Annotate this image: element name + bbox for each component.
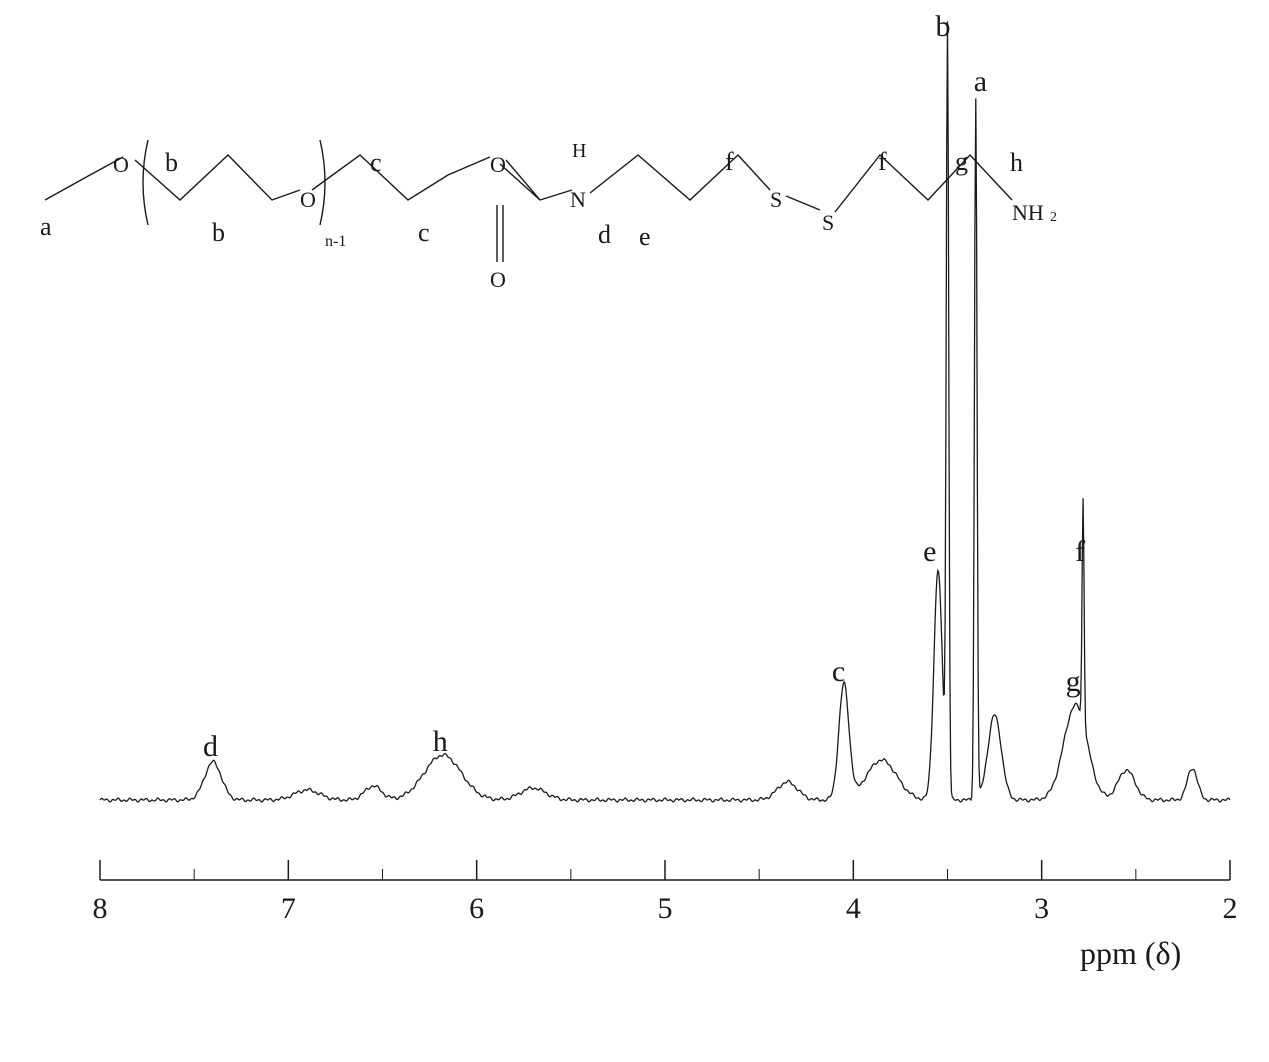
assign-b: b [165, 148, 178, 178]
peak-label-e: e [923, 535, 936, 569]
peak-label-d: d [203, 730, 218, 764]
atom-O: O [490, 267, 506, 293]
axis-tick-5: 5 [658, 892, 673, 926]
atom-O: O [300, 187, 316, 213]
peak-label-c: c [832, 655, 845, 689]
assign-f: f [725, 147, 734, 177]
atom-O: O [113, 152, 129, 178]
peak-label-g: g [1066, 665, 1081, 699]
axis-tick-6: 6 [469, 892, 484, 926]
axis-tick-7: 7 [281, 892, 296, 926]
peak-label-h: h [433, 725, 448, 759]
assign-c: c [418, 218, 430, 248]
assign-n-1: n-1 [325, 233, 346, 251]
atom-S: S [822, 210, 834, 236]
axis-tick-2: 2 [1223, 892, 1238, 926]
assign-c: c [370, 148, 382, 178]
atom-N: N [570, 187, 586, 213]
nmr-figure [0, 0, 1269, 1062]
atom-NH: NH [1012, 200, 1044, 226]
peak-label-f: f [1075, 535, 1085, 569]
assign-f: f [878, 147, 887, 177]
assign-h: h [1010, 148, 1023, 178]
atom-S: S [770, 187, 782, 213]
assign-d: d [598, 220, 611, 250]
nmr-svg [0, 0, 1269, 1062]
assign-a: a [40, 212, 52, 242]
atom-2: 2 [1050, 210, 1057, 226]
peak-label-b: b [936, 10, 951, 44]
axis-tick-8: 8 [93, 892, 108, 926]
axis-tick-3: 3 [1034, 892, 1049, 926]
x-axis-label: ppm (δ) [1080, 935, 1181, 972]
chemical-structure [45, 140, 1012, 262]
assign-b: b [212, 218, 225, 248]
peak-label-a: a [974, 65, 987, 99]
axis-tick-4: 4 [846, 892, 861, 926]
assign-g: g [955, 147, 968, 177]
assign-e: e [639, 222, 651, 252]
atom-H: H [572, 140, 586, 163]
atom-O: O [490, 152, 506, 178]
